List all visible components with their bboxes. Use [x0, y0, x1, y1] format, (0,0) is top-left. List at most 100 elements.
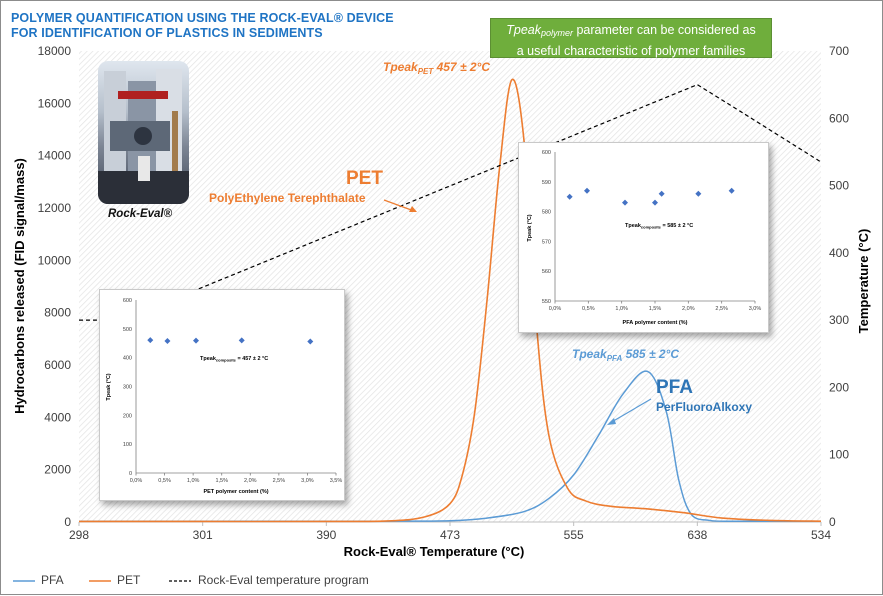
y-right-tick-label: 700 [829, 44, 849, 58]
y-left-tick-label: 8000 [44, 306, 71, 320]
pet-arrowhead [409, 206, 417, 212]
pfa-tpeak-inset-chart: 550 560 570 580 590 600 0,0% 0,5% 1,0% 1,5% 2,0% 2,… [527, 150, 762, 326]
pet-peak-label: TpeakPET 457 ± 2°C [383, 60, 490, 76]
x-tick-label: 473 [440, 528, 460, 542]
pet-inset-ylabel: Tpeak (°C) [106, 373, 112, 400]
pfa-inset-x-tick-label: 1,0% [615, 306, 628, 312]
x-tick-label: 298 [69, 528, 89, 542]
y-right-tick-label: 300 [829, 313, 849, 327]
pfa-inset-data-point [566, 193, 573, 200]
pfa-inset-xlabel: PFA polymer content (%) [623, 320, 688, 326]
pet-arrow [383, 199, 415, 212]
pfa-inset-y-tick-label: 600 [542, 150, 551, 156]
pfa-peak-label: TpeakPFA 585 ± 2°C [572, 347, 679, 363]
legend-pfa-label: PFA [41, 573, 64, 587]
y-left-tick-label: 12000 [38, 201, 72, 215]
note-box: Tpeakpolymer parameter can be considered… [490, 18, 772, 58]
pfa-inset-ylabel: Tpeak (°C) [527, 214, 533, 241]
legend-pet-label: PET [117, 573, 141, 587]
pfa-inset-data-point [728, 187, 735, 194]
legend-program-label: Rock-Eval temperature program [198, 573, 369, 587]
pet-inset-y-tick-label: 600 [123, 298, 132, 304]
pfa-name: PFA [656, 377, 693, 398]
pet-inset-y-tick-label: 0 [129, 471, 132, 477]
pfa-inset-y-tick-label: 560 [542, 269, 551, 275]
pfa-inset-y-tick-label: 550 [542, 299, 551, 305]
y-left-tick-label: 10000 [38, 253, 72, 267]
pfa-inset-y-tick-label: 580 [542, 210, 551, 216]
y-left-tick-label: 2000 [44, 463, 71, 477]
pet-inset-x-tick-label: 2,0% [244, 478, 257, 484]
pfa-arrow [609, 398, 652, 424]
note-line-1: Tpeakpolymer parameter can be considered… [506, 23, 756, 38]
pfa-inset-x-tick-label: 3,0% [749, 306, 762, 312]
title-line-2: FOR IDENTIFICATION OF PLASTICS IN SEDIME… [11, 26, 323, 40]
y-axis-left: 0 2000 4000 6000 8000 10000 12000 14000 16000 180… [38, 44, 72, 529]
pet-tpeak-inset-chart: 0 100 200 300 400 500 600 0,0% 0,5% 1,0% 1,5% 2,0% 2… [106, 298, 343, 495]
pfa-inset-data-point [695, 190, 702, 197]
pet-inset-data-point [307, 338, 314, 345]
y-left-tick-label: 4000 [44, 410, 71, 424]
photo-caption: Rock-Eval® [108, 208, 173, 220]
y-right-tick-label: 0 [829, 515, 836, 529]
y-right-tick-label: 100 [829, 448, 849, 462]
pfa-inset-y-tick-label: 590 [542, 180, 551, 186]
pfa-inset-y-tick-label: 570 [542, 239, 551, 245]
rock-eval-photo [98, 61, 189, 204]
pfa-inset-data-point [622, 199, 628, 206]
pfa-tpeak-inset: 550 560 570 580 590 600 0,0% 0,5% 1,0% 1,5% 2,0% 2,… [518, 142, 769, 333]
y-left-tick-label: 6000 [44, 358, 71, 372]
pfa-inset-annotation: Tpeakcomposite = 585 ± 2 °C [625, 223, 693, 230]
pet-inset-xlabel: PET polymer content (%) [203, 489, 268, 495]
y-right-tick-label: 600 [829, 111, 849, 125]
x-tick-label: 555 [564, 528, 584, 542]
pet-inset-x-tick-label: 1,5% [215, 478, 228, 484]
pet-inset-x-tick-label: 0,5% [158, 478, 171, 484]
y-right-tick-label: 400 [829, 246, 849, 260]
y-axis-right: 0 100 200 300 400 500 600 700 [829, 44, 849, 529]
pfa-inset-x-tick-label: 0,5% [582, 306, 595, 312]
title-line-1: POLYMER QUANTIFICATION USING THE ROCK-EV… [11, 11, 394, 25]
y-left-tick-label: 14000 [38, 149, 72, 163]
pfa-inset-x-tick-label: 2,5% [715, 306, 728, 312]
y-left-tick-label: 0 [64, 515, 71, 529]
pfa-arrowhead [607, 418, 616, 425]
pet-inset-data-point [147, 337, 154, 344]
pfa-inset-x-tick-label: 1,5% [649, 306, 662, 312]
y-left-tick-label: 18000 [38, 44, 72, 58]
pet-name: PET [346, 168, 383, 189]
y-right-tick-label: 500 [829, 179, 849, 193]
x-axis-label: Rock-Eval® Temperature (°C) [344, 544, 525, 559]
x-tick-label: 534 [811, 528, 831, 542]
pfa-inset-data-point [652, 199, 658, 206]
pet-inset-data-point [164, 337, 171, 344]
y-axis-right-label: Temperature (°C) [856, 229, 871, 334]
pet-inset-y-tick-label: 200 [123, 413, 132, 419]
note-line-2: a useful characteristic of polymer famil… [516, 44, 746, 58]
pet-tpeak-inset: 0 100 200 300 400 500 600 0,0% 0,5% 1,0% 1,5% 2,0% 2… [99, 289, 345, 501]
pet-inset-annotation: Tpeakcomposite = 457 ± 2 °C [200, 356, 268, 363]
pet-inset-x-tick-label: 3,5% [330, 478, 343, 484]
y-axis-left-label: Hydrocarbons released (FID signal/mass) [12, 158, 27, 414]
pet-inset-y-tick-label: 100 [123, 442, 132, 448]
pet-inset-x-tick-label: 1,0% [187, 478, 200, 484]
pfa-inset-x-tick-label: 0,0% [549, 306, 562, 312]
rock-eval-device-image [98, 69, 189, 204]
x-tick-label: 638 [687, 528, 707, 542]
y-right-tick-label: 200 [829, 380, 849, 394]
pfa-fullname: PerFluoroAlkoxy [656, 400, 752, 414]
pet-inset-data-point [238, 337, 245, 344]
pet-inset-x-tick-label: 0,0% [130, 478, 143, 484]
pet-inset-data-point [193, 337, 199, 344]
pet-inset-y-tick-label: 500 [123, 327, 132, 333]
pet-inset-x-tick-label: 2,5% [273, 478, 286, 484]
pet-fullname: PolyEthylene Terephthalate [209, 191, 366, 205]
pfa-inset-x-tick-label: 2,0% [682, 306, 695, 312]
pet-inset-x-tick-label: 3,0% [301, 478, 314, 484]
x-tick-label: 301 [193, 528, 213, 542]
pfa-inset-data-point [584, 187, 590, 194]
pet-series-line [78, 78, 822, 523]
pet-inset-y-tick-label: 400 [123, 356, 132, 362]
pfa-inset-data-point [658, 190, 665, 197]
